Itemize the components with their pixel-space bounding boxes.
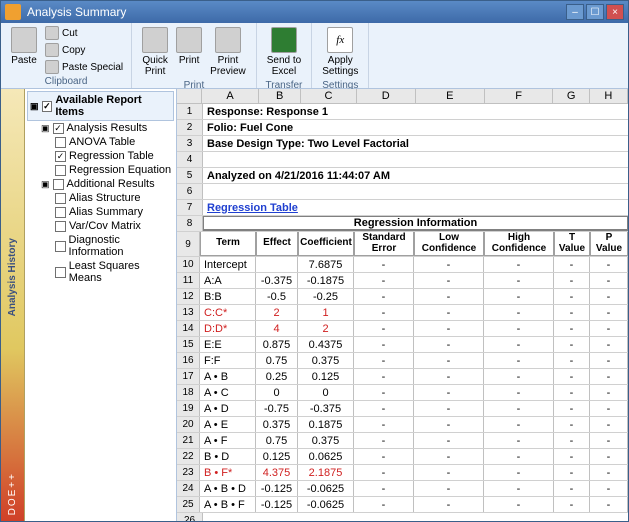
printer-icon: [142, 27, 168, 53]
reg-term: F:F: [200, 353, 256, 368]
app-window: Analysis Summary – ☐ × Paste Cut Copy Pa…: [0, 0, 629, 522]
excel-icon: [271, 27, 297, 53]
row-header[interactable]: 2: [177, 120, 203, 135]
paste-special-button[interactable]: Paste Special: [43, 59, 125, 75]
group-clipboard: Clipboard: [7, 75, 125, 88]
print-preview-icon: [215, 27, 241, 53]
col-header[interactable]: C: [301, 89, 356, 103]
row-header[interactable]: 3: [177, 136, 203, 151]
tree-item[interactable]: Alias Structure: [27, 191, 174, 205]
reg-col-header: Effect: [256, 232, 298, 256]
paste-button[interactable]: Paste: [7, 25, 41, 68]
col-header[interactable]: E: [416, 89, 485, 103]
reg-term: E:E: [200, 337, 256, 352]
reg-term: B:B: [200, 289, 256, 304]
copy-icon: [45, 43, 59, 57]
reg-col-header: Low Confidence: [414, 232, 484, 256]
reg-col-header: Coefficient: [298, 232, 354, 256]
quick-print-button[interactable]: Quick Print: [138, 25, 172, 79]
reg-col-header: P Value: [590, 232, 628, 256]
print-preview-button[interactable]: Print Preview: [206, 25, 250, 79]
tree-item[interactable]: Diagnostic Information: [27, 233, 174, 259]
left-rail: Analysis History DOE++: [1, 89, 25, 521]
tree-header: ▣ ✓ Available Report Items: [27, 91, 174, 121]
print-icon: [176, 27, 202, 53]
tree-item[interactable]: ✓Regression Table: [27, 149, 174, 163]
tree-item[interactable]: Least Squares Means: [27, 259, 174, 285]
reg-term: A • C: [200, 385, 256, 400]
send-to-excel-button[interactable]: Send to Excel: [263, 25, 305, 79]
col-header[interactable]: F: [485, 89, 554, 103]
row-header[interactable]: 6: [177, 184, 203, 199]
tree-item[interactable]: Alias Summary: [27, 205, 174, 219]
reg-col-header: Term: [200, 232, 256, 256]
cut-icon: [45, 26, 59, 40]
reg-term: A • D: [200, 401, 256, 416]
row-header[interactable]: 4: [177, 152, 203, 167]
row-header[interactable]: 5: [177, 168, 203, 183]
fx-icon: fx: [327, 27, 353, 53]
cut-button[interactable]: Cut: [43, 25, 125, 41]
col-header[interactable]: B: [259, 89, 301, 103]
app-icon: [5, 4, 21, 20]
titlebar: Analysis Summary – ☐ ×: [1, 1, 628, 23]
reg-term: A:A: [200, 273, 256, 288]
col-header[interactable]: G: [553, 89, 589, 103]
tree-pane: ▣ ✓ Available Report Items ▣ ✓ Analysis …: [25, 89, 177, 521]
sheet-pane[interactable]: ABCDEFGH 1Response: Response 12Folio: Fu…: [177, 89, 628, 521]
reg-term: C:C*: [200, 305, 256, 320]
brand-logo: DOE++: [7, 466, 18, 521]
reg-term: B • D: [200, 449, 256, 464]
regression-table-link[interactable]: Regression Table: [207, 202, 298, 214]
check-all[interactable]: ✓: [42, 101, 53, 112]
tree-item[interactable]: Regression Equation: [27, 163, 174, 177]
print-button[interactable]: Print: [172, 25, 206, 68]
reg-term: A • E: [200, 417, 256, 432]
copy-button[interactable]: Copy: [43, 42, 125, 58]
close-button[interactable]: ×: [606, 4, 624, 20]
reg-term: Intercept: [200, 257, 256, 272]
ribbon: Paste Cut Copy Paste Special Clipboard Q…: [1, 23, 628, 89]
row-header[interactable]: 26: [177, 513, 203, 521]
analysis-history-tab[interactable]: Analysis History: [7, 238, 18, 316]
tree-section-additional-results[interactable]: ▣ Additional Results: [27, 177, 174, 191]
apply-settings-button[interactable]: fxApply Settings: [318, 25, 362, 79]
reg-col-header: Standard Error: [354, 232, 414, 256]
reg-term: A • B: [200, 369, 256, 384]
paste-special-icon: [45, 60, 59, 74]
reg-col-header: High Confidence: [484, 232, 554, 256]
reg-col-header: T Value: [554, 232, 590, 256]
reg-term: A • F: [200, 433, 256, 448]
col-header[interactable]: H: [590, 89, 628, 103]
reg-term: A • B • F: [200, 497, 256, 512]
minimize-button[interactable]: –: [566, 4, 584, 20]
row-header[interactable]: 7: [177, 200, 203, 215]
maximize-button[interactable]: ☐: [586, 4, 604, 20]
paste-icon: [11, 27, 37, 53]
row-header[interactable]: 1: [177, 104, 203, 119]
tree-section-analysis-results[interactable]: ▣ ✓ Analysis Results: [27, 121, 174, 135]
col-header[interactable]: D: [357, 89, 416, 103]
reg-term: A • B • D: [200, 481, 256, 496]
tree-item[interactable]: Var/Cov Matrix: [27, 219, 174, 233]
reg-term: B • F*: [200, 465, 256, 480]
regression-title: Regression Information: [204, 217, 627, 230]
tree-item[interactable]: ANOVA Table: [27, 135, 174, 149]
reg-term: D:D*: [200, 321, 256, 336]
window-title: Analysis Summary: [27, 5, 126, 19]
col-header[interactable]: A: [202, 89, 259, 103]
